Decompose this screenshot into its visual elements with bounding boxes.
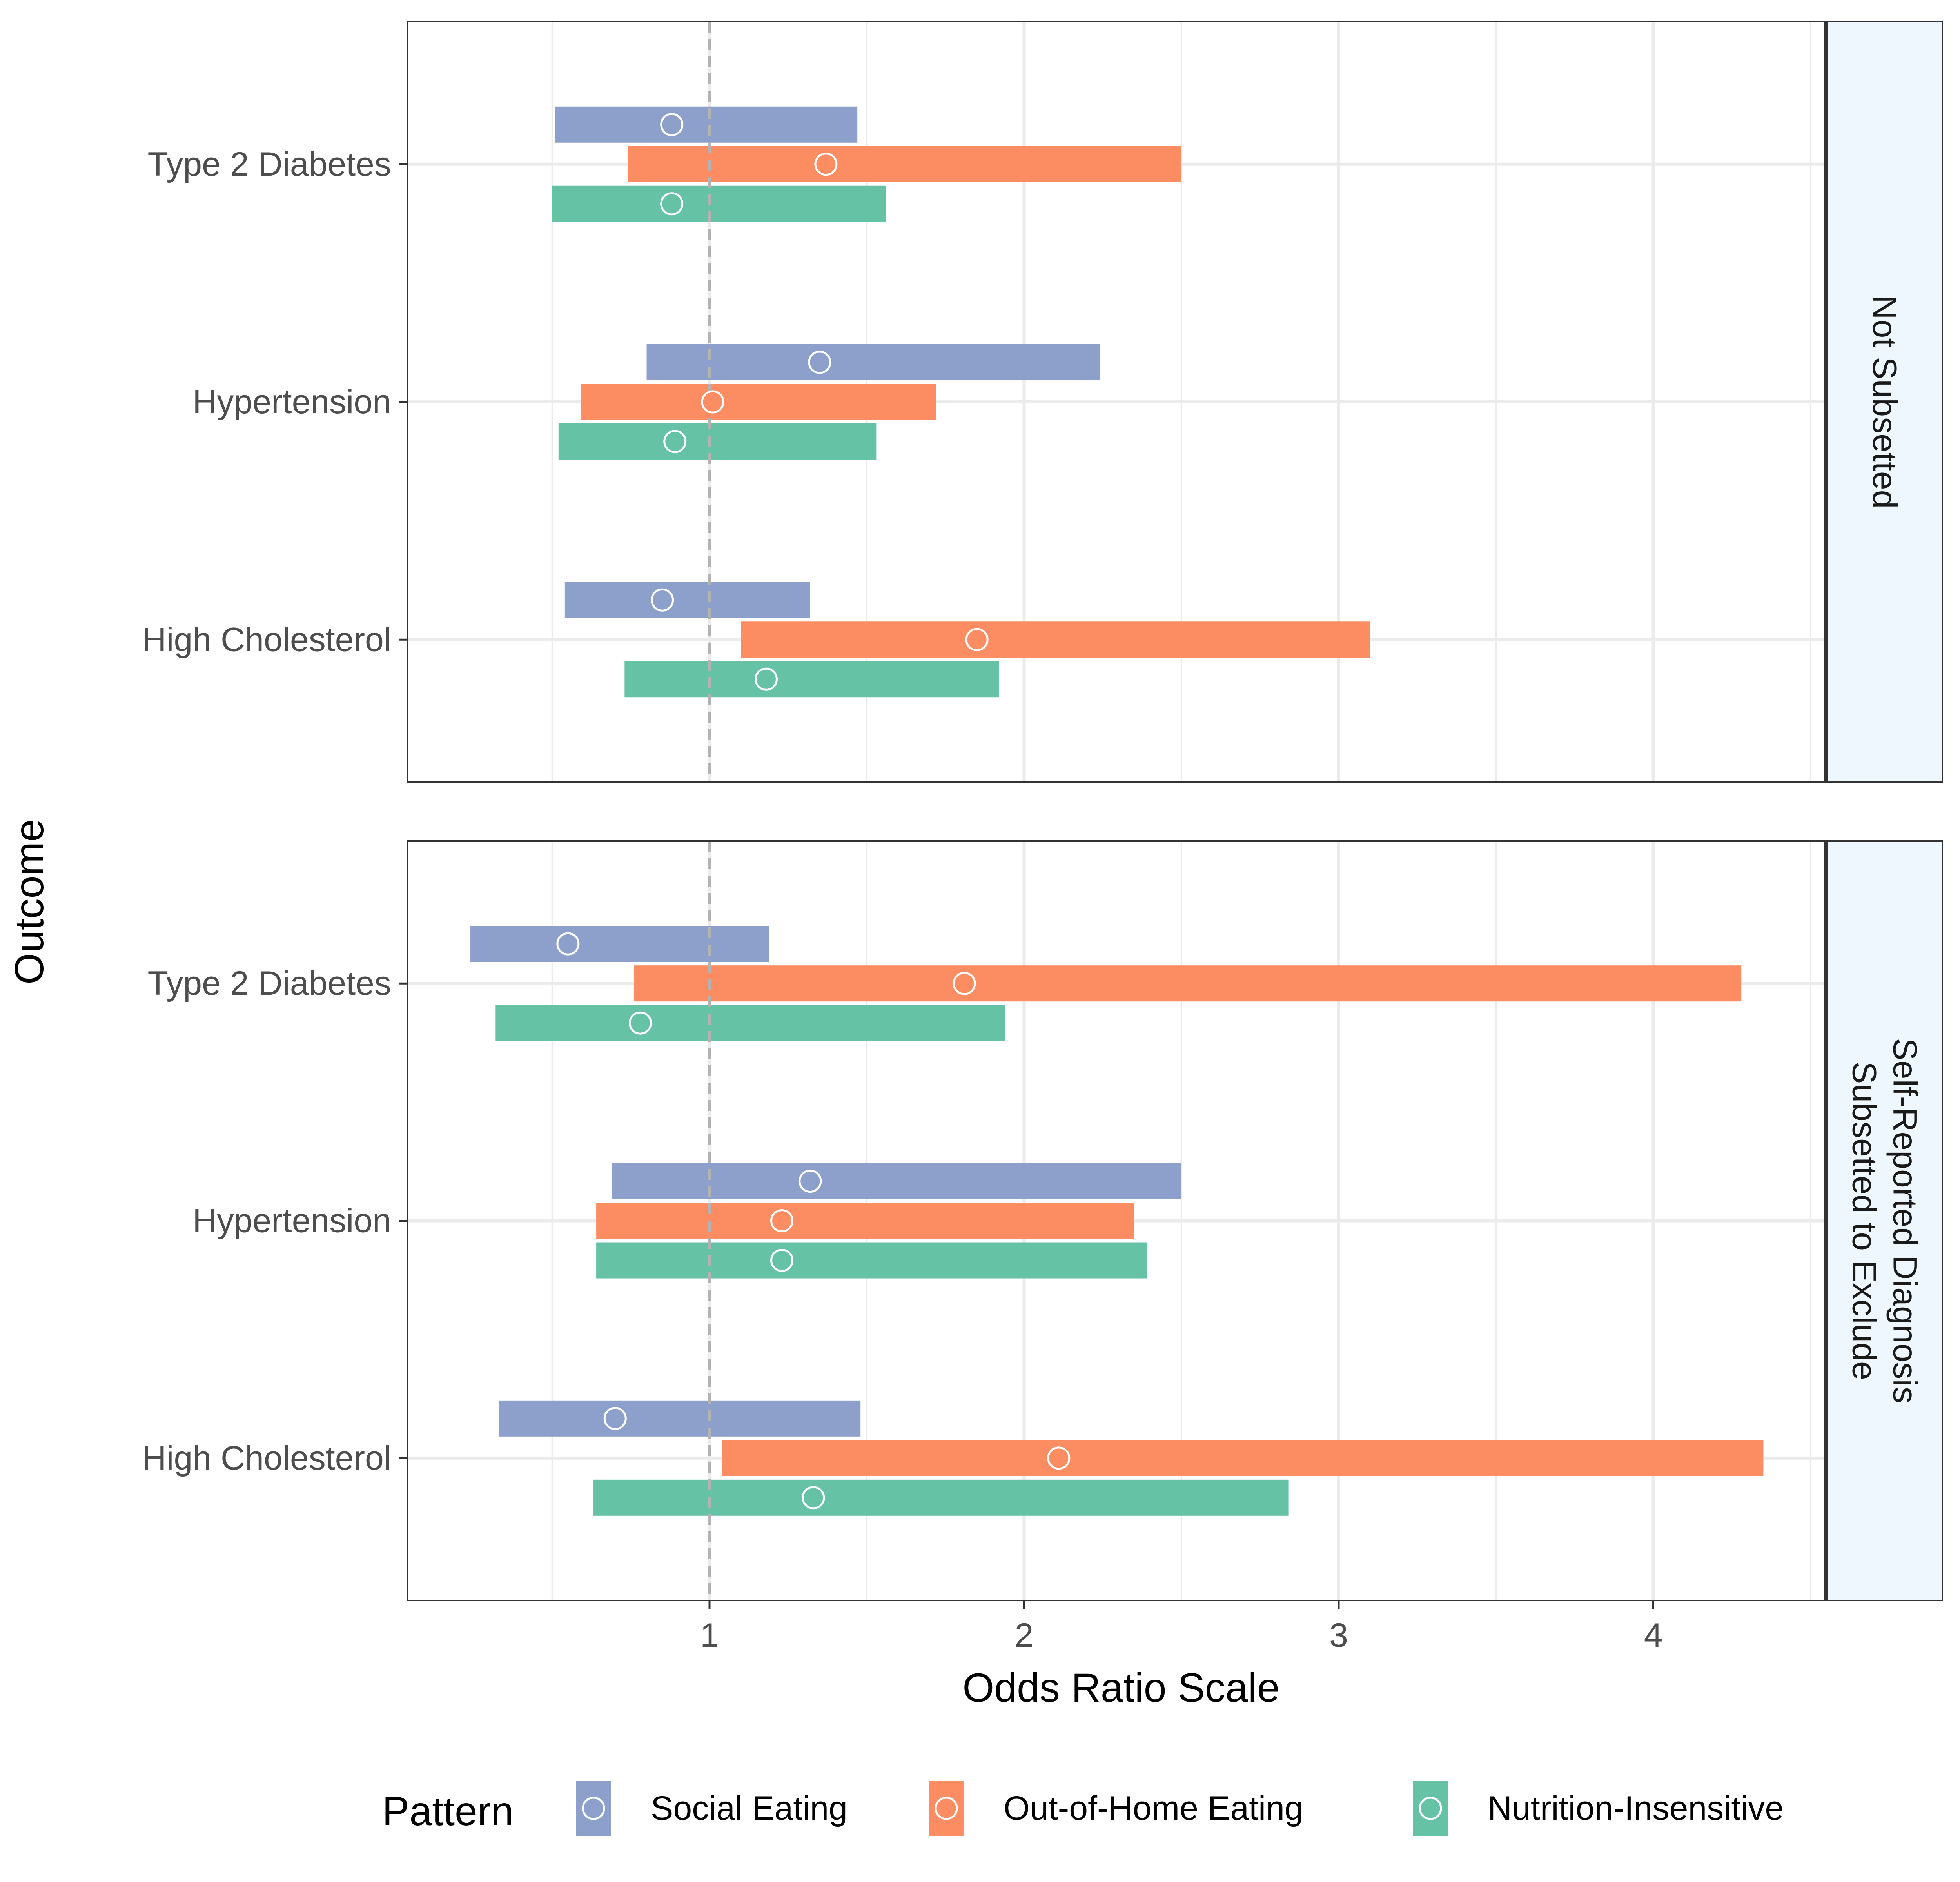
estimate-point-social-eating	[556, 932, 580, 956]
panel-1: Type 2 Diabetes Hypertension High Choleste…	[142, 21, 1943, 783]
estimate-point-social-eating	[660, 113, 684, 136]
interval-bar-nutrition-insensitive	[558, 423, 877, 460]
estimate-point-social-eating	[651, 588, 674, 612]
legend: Pattern Social Eating Out-of-Home Eating N…	[382, 1781, 1784, 1836]
x-tick-label: 2	[1015, 1617, 1034, 1654]
estimate-point-out-of-home-eating	[965, 628, 989, 651]
estimate-point-social-eating	[603, 1407, 627, 1430]
legend-label-social-eating: Social Eating	[651, 1789, 848, 1827]
panels-layer: Type 2 Diabetes Hypertension High Choleste…	[142, 21, 1943, 1654]
y-tick-label: High Cholesterol	[142, 1439, 391, 1477]
estimate-point-nutrition-insensitive	[660, 192, 684, 216]
strip-label-line: Self-Reported Diagnosis	[1886, 1038, 1924, 1403]
legend-entry-out-of-home-eating: Out-of-Home Eating	[929, 1781, 1303, 1836]
interval-bar-out-of-home-eating	[722, 1440, 1764, 1476]
strip-label-line: Not Subsetted	[1866, 295, 1904, 509]
legend-title: Pattern	[382, 1789, 514, 1834]
estimate-point-nutrition-insensitive	[754, 667, 778, 691]
interval-bar-out-of-home-eating	[580, 384, 936, 420]
x-axis-title: Odds Ratio Scale	[962, 1665, 1279, 1711]
x-tick-label: 1	[700, 1617, 719, 1654]
interval-bar-nutrition-insensitive	[624, 661, 999, 698]
legend-label-nutrition-insensitive: Nutrition-Insensitive	[1488, 1789, 1784, 1827]
interval-bar-out-of-home-eating	[741, 621, 1370, 658]
panel-2: Type 2 Diabetes Hypertension High Choleste…	[142, 840, 1943, 1601]
interval-bar-social-eating	[470, 926, 769, 962]
interval-bar-social-eating	[612, 1163, 1181, 1199]
interval-bar-nutrition-insensitive	[596, 1242, 1147, 1279]
interval-bar-nutrition-insensitive	[552, 185, 886, 222]
y-tick-label: Hypertension	[192, 383, 391, 421]
x-tick-label: 4	[1644, 1617, 1663, 1654]
estimate-point-social-eating	[799, 1170, 822, 1193]
interval-bar-out-of-home-eating	[634, 965, 1742, 1002]
estimate-point-out-of-home-eating	[814, 153, 838, 176]
y-tick-label: Hypertension	[192, 1202, 391, 1240]
strip-background	[1826, 21, 1943, 783]
strip-label: Subsetted to Exclude Self-Reported Diagno…	[1846, 1038, 1924, 1403]
y-tick-label: High Cholesterol	[142, 621, 391, 658]
estimate-point-social-eating	[808, 351, 831, 374]
interval-bar-social-eating	[555, 106, 858, 143]
x-tick-label: 3	[1329, 1617, 1348, 1654]
estimate-point-nutrition-insensitive	[770, 1249, 794, 1272]
y-axis-title: Outcome	[7, 819, 52, 985]
estimate-point-out-of-home-eating	[701, 390, 724, 414]
y-tick-label: Type 2 Diabetes	[148, 965, 391, 1002]
estimate-point-out-of-home-eating	[1047, 1446, 1071, 1470]
strip-label-line: Subsetted to Exclude	[1846, 1061, 1883, 1380]
legend-entry-nutrition-insensitive: Nutrition-Insensitive	[1413, 1781, 1784, 1836]
legend-point-out-of-home-eating	[935, 1797, 958, 1820]
strip-background	[1826, 840, 1943, 1601]
interval-bar-social-eating	[499, 1400, 861, 1437]
strip-label: Not Subsetted	[1866, 295, 1904, 509]
estimate-point-out-of-home-eating	[770, 1209, 794, 1232]
interval-bar-out-of-home-eating	[628, 146, 1181, 182]
x-axis: 1 2 3 4	[700, 1600, 1662, 1654]
estimate-point-nutrition-insensitive	[802, 1486, 825, 1510]
estimate-point-nutrition-insensitive	[628, 1011, 652, 1035]
interval-bar-out-of-home-eating	[596, 1203, 1134, 1239]
estimate-point-out-of-home-eating	[953, 972, 976, 995]
legend-entry-social-eating: Social Eating	[576, 1781, 848, 1836]
interval-bar-social-eating	[646, 344, 1100, 380]
estimate-point-nutrition-insensitive	[663, 430, 687, 453]
legend-point-nutrition-insensitive	[1419, 1797, 1442, 1820]
legend-label-out-of-home-eating: Out-of-Home Eating	[1004, 1789, 1303, 1827]
legend-point-social-eating	[582, 1797, 605, 1820]
interval-bar-social-eating	[564, 582, 810, 618]
y-tick-label: Type 2 Diabetes	[148, 145, 391, 183]
interval-bar-nutrition-insensitive	[495, 1005, 1005, 1041]
interval-bar-nutrition-insensitive	[593, 1479, 1289, 1516]
